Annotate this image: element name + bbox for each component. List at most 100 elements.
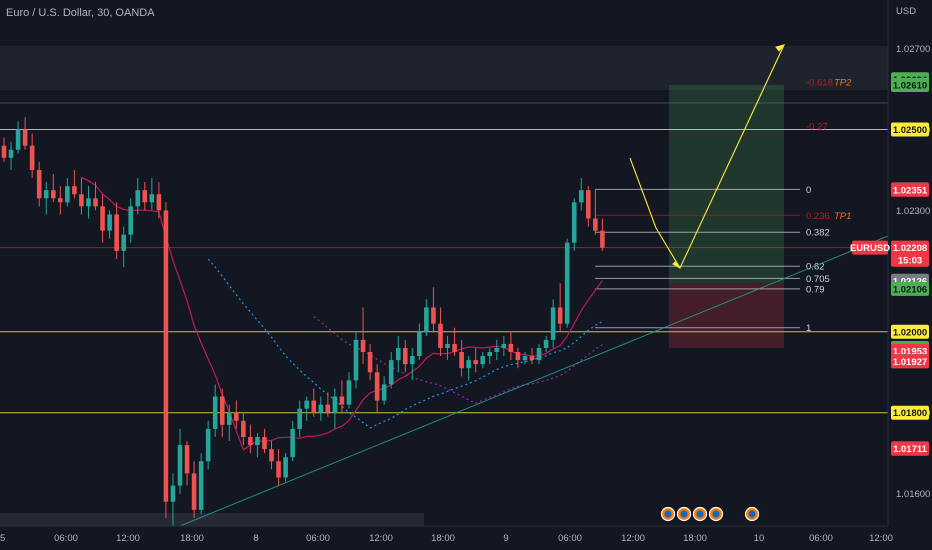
- candle-body: [311, 400, 317, 413]
- candle-body: [135, 190, 141, 207]
- candle-body: [212, 396, 218, 429]
- candle-body: [480, 356, 486, 365]
- economic-event-icon: [748, 510, 756, 518]
- time-tick-label: 18:00: [431, 533, 455, 544]
- candle-body: [346, 380, 352, 405]
- candle-body: [79, 194, 84, 207]
- candle-body: [283, 457, 288, 478]
- price-label-text: 1.02126: [893, 276, 927, 287]
- candle-body: [424, 307, 429, 332]
- price-label-tag: [891, 354, 929, 369]
- price-label-tag: [891, 77, 929, 92]
- candle-body: [198, 461, 204, 510]
- demand-zone: [0, 513, 424, 526]
- candle-body: [72, 186, 77, 195]
- candle-body: [353, 339, 359, 381]
- economic-event-icon: [712, 510, 720, 518]
- trendline: [179, 235, 889, 527]
- time-tick-label: 06:00: [306, 533, 330, 544]
- fib-level-label: -0.618: [806, 78, 833, 89]
- candle-body: [22, 129, 28, 146]
- candle-body: [557, 307, 563, 324]
- candle-body: [318, 404, 324, 413]
- candle-body: [536, 347, 542, 361]
- candle-body: [177, 445, 183, 486]
- projection-arrowhead: [672, 44, 786, 269]
- price-label-text: 1.01927: [893, 357, 927, 368]
- candle-body: [121, 234, 126, 251]
- candle-body: [219, 396, 225, 425]
- price-label-tag: [891, 405, 929, 420]
- candle-body: [304, 400, 310, 409]
- candle-body: [431, 307, 436, 324]
- supply-zone: [0, 46, 888, 90]
- candle-body: [466, 360, 471, 369]
- fib-level-label: 0.236: [806, 211, 830, 222]
- candle-body: [564, 242, 570, 324]
- fib-level-label: -0.27: [806, 122, 828, 133]
- candle-body: [58, 198, 63, 203]
- fib-level-label: 0: [806, 185, 811, 196]
- price-label-text: 1.02500: [893, 125, 927, 136]
- candle-body: [332, 396, 338, 413]
- candle-body: [586, 190, 591, 219]
- position-loss-zone: [669, 283, 784, 348]
- candle-body: [381, 384, 387, 401]
- candle-body: [8, 149, 14, 158]
- price-label-text: 15:03: [898, 255, 922, 266]
- candle-body: [255, 436, 260, 446]
- candle-body: [156, 194, 162, 211]
- candle-body: [15, 129, 21, 150]
- candle-body: [452, 343, 457, 353]
- candle-body: [325, 404, 331, 413]
- candle-body: [29, 145, 35, 170]
- time-tick-label: 9: [503, 533, 508, 544]
- candle-body: [417, 331, 422, 357]
- candle-body: [269, 449, 274, 462]
- candle-body: [142, 190, 148, 203]
- candle-body: [170, 485, 176, 502]
- time-tick-label: 06:00: [54, 533, 78, 544]
- candle-body: [388, 360, 394, 385]
- time-tick-label: 12:00: [621, 533, 645, 544]
- price-label-text: 1.02351: [893, 185, 928, 196]
- candle-body: [360, 339, 366, 353]
- projection-path: [629, 44, 785, 270]
- candle-body: [395, 347, 401, 361]
- fib-level-label: 0.62: [806, 262, 825, 273]
- candle-body: [600, 230, 605, 248]
- candle-body: [339, 396, 345, 405]
- candle-body: [86, 198, 91, 207]
- candle-body: [374, 372, 380, 401]
- candle-body: [205, 428, 211, 462]
- candle-body: [290, 428, 295, 458]
- price-label-tag: [891, 122, 929, 137]
- time-tick-label: 12:00: [116, 533, 140, 544]
- fib-level-label: 0.79: [806, 284, 825, 295]
- candle-body: [445, 343, 450, 348]
- price-label-text: 1.01953: [893, 346, 927, 357]
- chart-title: Euro / U.S. Dollar, 30, OANDA: [6, 7, 155, 19]
- candle-body: [402, 347, 408, 365]
- fib-level-label: 0.382: [806, 228, 830, 239]
- candle-body: [276, 461, 281, 478]
- candle-body: [571, 202, 577, 243]
- candle-body: [1, 145, 7, 158]
- moving-average-purple: [313, 316, 603, 405]
- candle-body: [297, 408, 302, 429]
- candle-body: [234, 412, 239, 421]
- candle-body: [543, 339, 549, 348]
- candle-body: [593, 218, 598, 231]
- time-tick-label: 10: [754, 533, 765, 544]
- candle-body: [65, 186, 70, 203]
- moving-average-red: [81, 176, 603, 451]
- candle-body: [522, 356, 528, 361]
- price-label-tag: [891, 182, 929, 197]
- time-tick-label: 06:00: [809, 533, 833, 544]
- candle-body: [459, 352, 464, 369]
- candle-body: [515, 352, 521, 361]
- time-tick-label: 18:00: [683, 533, 707, 544]
- economic-event-icon: [664, 510, 672, 518]
- candle-body: [226, 412, 232, 425]
